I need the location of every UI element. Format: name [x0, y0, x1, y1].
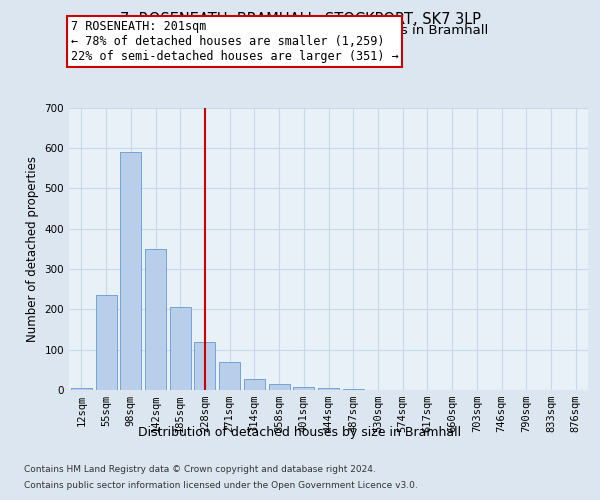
Bar	[318, 388, 339, 390]
Bar	[194, 342, 215, 390]
Bar	[145, 249, 166, 390]
Text: Contains public sector information licensed under the Open Government Licence v3: Contains public sector information licen…	[24, 482, 418, 490]
Bar	[71, 388, 92, 390]
Bar	[293, 387, 314, 390]
Bar	[170, 308, 191, 390]
Bar	[95, 295, 116, 390]
Text: Contains HM Land Registry data © Crown copyright and database right 2024.: Contains HM Land Registry data © Crown c…	[24, 466, 376, 474]
Bar	[120, 152, 141, 390]
Text: Distribution of detached houses by size in Bramhall: Distribution of detached houses by size …	[139, 426, 461, 439]
Text: 7 ROSENEATH: 201sqm
← 78% of detached houses are smaller (1,259)
22% of semi-det: 7 ROSENEATH: 201sqm ← 78% of detached ho…	[71, 20, 398, 63]
Bar	[219, 362, 240, 390]
Text: Size of property relative to detached houses in Bramhall: Size of property relative to detached ho…	[112, 24, 488, 37]
Bar	[269, 384, 290, 390]
Text: 7, ROSENEATH, BRAMHALL, STOCKPORT, SK7 3LP: 7, ROSENEATH, BRAMHALL, STOCKPORT, SK7 3…	[119, 12, 481, 28]
Bar	[244, 379, 265, 390]
Bar	[343, 389, 364, 390]
Y-axis label: Number of detached properties: Number of detached properties	[26, 156, 39, 342]
